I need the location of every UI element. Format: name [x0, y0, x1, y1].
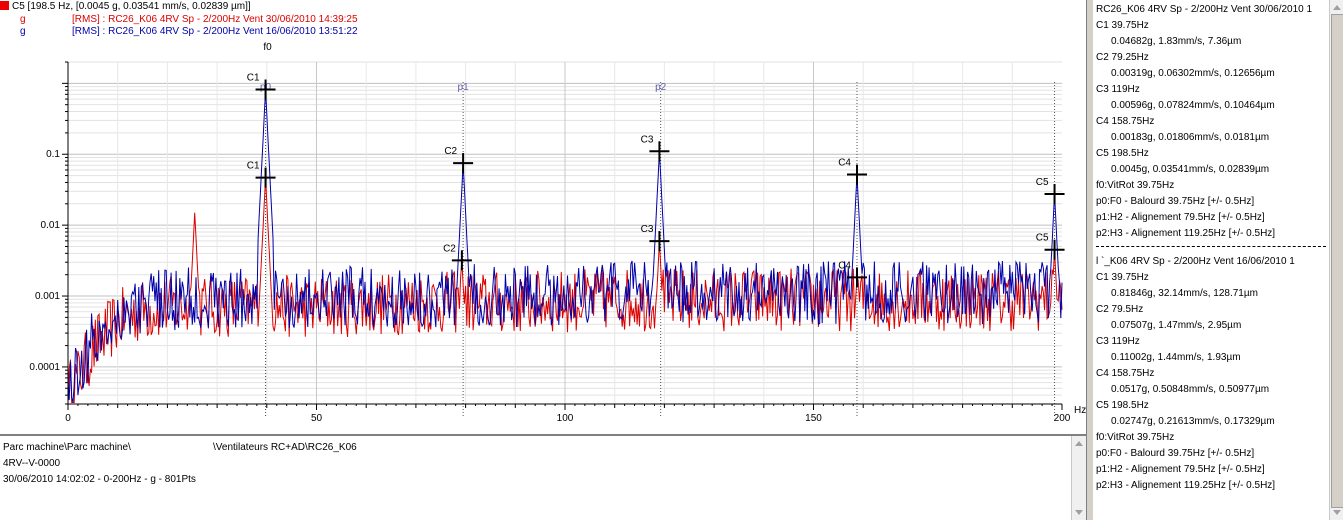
panel-footer-line: p2:H3 - Alignement 119.25Hz [+/- 0.5Hz]	[1096, 480, 1276, 491]
cursor-label: C5	[1036, 233, 1049, 244]
legend-label: [RMS] : RC26_K06 4RV Sp - 2/200Hz Vent 3…	[72, 14, 358, 25]
scroll-down-arrow-icon[interactable]	[1075, 510, 1083, 515]
panel-cursor-label: C1 39.75Hz	[1096, 272, 1149, 283]
cursor-label: C4	[838, 158, 851, 169]
panel-footer-line: p1:H2 - Alignement 79.5Hz [+/- 0.5Hz]	[1096, 212, 1265, 223]
x-tick-label: 200	[1054, 413, 1071, 424]
grid	[68, 61, 1062, 405]
legend-unit: g	[20, 26, 26, 37]
panel-cursor-label: C5 198.5Hz	[1096, 148, 1149, 159]
scroll-thumb[interactable]	[1331, 14, 1343, 508]
y-tick-label: 0.0001	[29, 362, 60, 373]
spectrum-view: C5 [198.5 Hz, [0.0045 g, 0.03541 mm/s, 0…	[0, 0, 1086, 522]
panel-separator	[1096, 246, 1326, 247]
cursor-label: C5	[1036, 177, 1049, 188]
panel-footer-line: p0:F0 - Balourd 39.75Hz [+/- 0.5Hz]	[1096, 196, 1255, 207]
cursor-readout-text: C5 [198.5 Hz, [0.0045 g, 0.03541 mm/s, 0…	[12, 1, 251, 12]
cursor-label: C1	[247, 161, 260, 172]
measurement-info: Parc machine\Parc machine\ \Ventilateurs…	[0, 434, 1086, 522]
scroll-down-arrow-icon[interactable]	[1333, 510, 1341, 515]
cursor-color-swatch	[0, 1, 9, 10]
panel-cursor-label: C5 198.5Hz	[1096, 400, 1149, 411]
panel-scrollbar[interactable]	[1329, 0, 1343, 520]
info-measure-point: 4RV--V-0000	[3, 458, 61, 469]
panel-block-title: l `_K06 4RV Sp - 2/200Hz Vent 16/06/2010…	[1096, 256, 1295, 267]
panel-cursor-label: C4 158.75Hz	[1096, 116, 1155, 127]
cursor-label: C3	[641, 224, 654, 235]
x-tick-label: 150	[805, 413, 822, 424]
cursor-label: C2	[443, 243, 456, 254]
panel-block-title: RC26_K06 4RV Sp - 2/200Hz Vent 30/06/201…	[1096, 4, 1313, 15]
y-tick-label: 0.1	[46, 149, 60, 160]
x-tick-label: 100	[557, 413, 574, 424]
series-line	[67, 89, 1063, 403]
y-tick-label: 0.01	[41, 220, 61, 231]
panel-footer-line: p1:H2 - Alignement 79.5Hz [+/- 0.5Hz]	[1096, 464, 1265, 475]
cursor-values-panel: RC26_K06 4RV Sp - 2/200Hz Vent 30/06/201…	[1093, 0, 1329, 520]
panel-cursor-value: 0.11002g, 1.44mm/s, 1.93µm	[1111, 352, 1241, 363]
panel-cursor-value: 0.0517g, 0.50848mm/s, 0.50977µm	[1111, 384, 1270, 395]
cursor-label: C2	[444, 146, 457, 157]
x-tick-label: 50	[311, 413, 323, 424]
info-scrollbar[interactable]	[1071, 436, 1086, 520]
panel-cursor-value: 0.00183g, 0.01806mm/s, 0.0181µm	[1111, 132, 1270, 143]
cursor-readout: C5 [198.5 Hz, [0.0045 g, 0.03541 mm/s, 0…	[0, 1, 251, 13]
panel-cursor-label: C1 39.75Hz	[1096, 20, 1149, 31]
cursor-markers[interactable]: f0p0p1p2C1C1C2C2C3C3C4C4C5C5	[247, 42, 1065, 288]
panel-cursor-value: 0.04682g, 1.83mm/s, 7.36µm	[1111, 36, 1242, 47]
panel-cursor-label: C3 119Hz	[1096, 336, 1140, 347]
cursor-label: C3	[641, 134, 654, 145]
info-acquisition: 30/06/2010 14:02:02 - 0-200Hz - g - 801P…	[3, 474, 196, 485]
scroll-up-arrow-icon[interactable]	[1333, 5, 1341, 10]
chart-header: C5 [198.5 Hz, [0.0045 g, 0.03541 mm/s, 0…	[0, 0, 1086, 40]
panel-cursor-label: C2 79.25Hz	[1096, 52, 1149, 63]
harmonic-label: p1	[458, 82, 470, 93]
legend-entry-blue[interactable]: g [RMS] : RC26_K06 4RV Sp - 2/200Hz Vent…	[20, 26, 358, 38]
panel-footer-line: p0:F0 - Balourd 39.75Hz [+/- 0.5Hz]	[1096, 448, 1255, 459]
panel-footer-line: f0:VitRot 39.75Hz	[1096, 432, 1175, 443]
legend-entry-red[interactable]: g [RMS] : RC26_K06 4RV Sp - 2/200Hz Vent…	[20, 14, 358, 26]
panel-footer-line: f0:VitRot 39.75Hz	[1096, 180, 1175, 191]
info-path: Parc machine\Parc machine\	[3, 442, 131, 453]
harmonic-label: p2	[655, 82, 667, 93]
panel-cursor-label: C2 79.5Hz	[1096, 304, 1144, 315]
panel-cursor-value: 0.81846g, 32.14mm/s, 128.71µm	[1111, 288, 1258, 299]
axes: 0.1 0.01 0.001 0.0001 0 50 100 150 200Hz	[29, 61, 1086, 424]
x-tick-label: 0	[65, 413, 71, 424]
panel-cursor-label: C4 158.75Hz	[1096, 368, 1155, 379]
panel-cursor-value: 0.02747g, 0.21613mm/s, 0.17329µm	[1111, 416, 1275, 427]
x-unit-label: Hz	[1074, 405, 1086, 416]
legend-label: [RMS] : RC26_K06 4RV Sp - 2/200Hz Vent 1…	[72, 26, 358, 37]
panel-cursor-value: 0.07507g, 1.47mm/s, 2.95µm	[1111, 320, 1242, 331]
panel-cursor-value: 0.00596g, 0.07824mm/s, 0.10464µm	[1111, 100, 1275, 111]
cursor-label: C4	[838, 260, 851, 271]
series-lines	[67, 89, 1063, 403]
panel-cursor-value: 0.0045g, 0.03541mm/s, 0.02839µm	[1111, 164, 1270, 175]
panel-cursor-value: 0.00319g, 0.06302mm/s, 0.12656µm	[1111, 68, 1275, 79]
y-tick-label: 0.001	[35, 291, 60, 302]
harmonic-label: f0	[263, 42, 272, 53]
panel-cursor-label: C3 119Hz	[1096, 84, 1140, 95]
info-equipment: \Ventilateurs RC+AD\RC26_K06	[213, 442, 357, 453]
legend-unit: g	[20, 14, 26, 25]
panel-footer-line: p2:H3 - Alignement 119.25Hz [+/- 0.5Hz]	[1096, 228, 1276, 239]
cursor-label: C1	[247, 73, 260, 84]
scroll-up-arrow-icon[interactable]	[1075, 441, 1083, 446]
